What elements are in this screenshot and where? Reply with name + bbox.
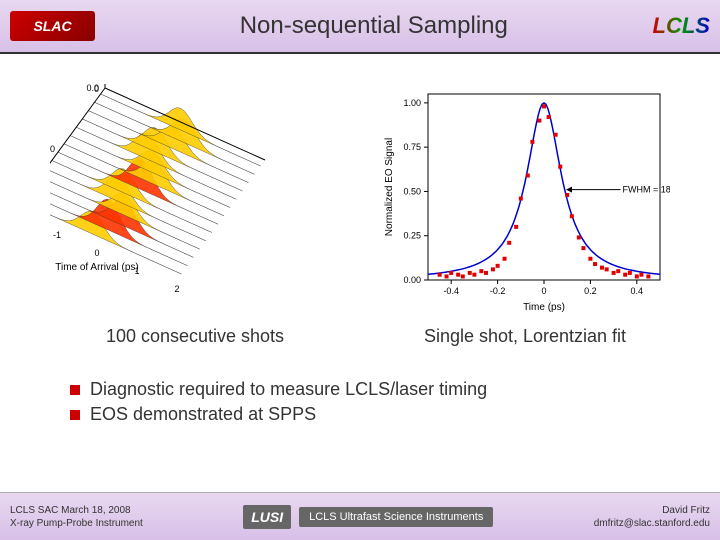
bullet-icon xyxy=(70,385,80,395)
lcls-logo: LCLS xyxy=(653,13,710,39)
svg-text:0: 0 xyxy=(541,286,546,296)
footer-author: David Fritz xyxy=(594,504,710,517)
svg-text:0.75: 0.75 xyxy=(403,142,421,152)
figures-row: 1.00.50.0100500-2-1012EO SignalShotTime … xyxy=(0,54,720,357)
header-bar: SLAC Non-sequential Sampling LCLS xyxy=(0,0,720,54)
footer-meeting: LCLS SAC March 18, 2008 xyxy=(10,504,143,517)
bullet-list: Diagnostic required to measure LCLS/lase… xyxy=(0,357,720,447)
bullet-text: Diagnostic required to measure LCLS/lase… xyxy=(90,379,487,400)
svg-text:0: 0 xyxy=(94,248,99,258)
svg-text:1.00: 1.00 xyxy=(403,98,421,108)
caption-left: 100 consecutive shots xyxy=(106,326,284,347)
svg-text:0.25: 0.25 xyxy=(403,231,421,241)
lusi-logo: LUSI xyxy=(243,505,291,529)
footer-right: David Fritz dmfritz@slac.stanford.edu xyxy=(594,504,710,530)
figure-left: 1.00.50.0100500-2-1012EO SignalShotTime … xyxy=(50,84,340,347)
footer-left: LCLS SAC March 18, 2008 X-ray Pump-Probe… xyxy=(10,504,143,530)
footer-instrument: X-ray Pump-Probe Instrument xyxy=(10,517,143,530)
svg-text:FWHM = 182 fs: FWHM = 182 fs xyxy=(623,185,670,195)
footer-email: dmfritz@slac.stanford.edu xyxy=(594,517,710,530)
slac-logo: SLAC xyxy=(10,11,95,41)
svg-text:50: 50 xyxy=(50,144,55,154)
bullet-item: EOS demonstrated at SPPS xyxy=(70,402,650,427)
svg-text:Time (ps): Time (ps) xyxy=(523,302,565,313)
plot-3d-waterfall: 1.00.50.0100500-2-1012EO SignalShotTime … xyxy=(50,84,340,314)
svg-text:0.00: 0.00 xyxy=(403,275,421,285)
caption-right: Single shot, Lorentzian fit xyxy=(424,326,626,347)
lusi-text: LCLS Ultrafast Science Instruments xyxy=(299,507,493,527)
svg-text:0.4: 0.4 xyxy=(631,286,644,296)
bullet-icon xyxy=(70,410,80,420)
svg-text:0.50: 0.50 xyxy=(403,186,421,196)
svg-text:0: 0 xyxy=(94,84,99,94)
svg-text:-0.2: -0.2 xyxy=(490,286,506,296)
plot-lorentzian: -0.4 -0.2 0 0.2 0.4 0.00 0.25 0.50 0.75 1.00 Time … xyxy=(380,84,670,314)
svg-text:Time of Arrival (ps): Time of Arrival (ps) xyxy=(55,262,139,273)
slide-title: Non-sequential Sampling xyxy=(240,12,508,40)
svg-text:2: 2 xyxy=(174,284,179,294)
footer-center: LUSI LCLS Ultrafast Science Instruments xyxy=(243,505,493,529)
svg-text:0.2: 0.2 xyxy=(584,286,597,296)
svg-text:-0.4: -0.4 xyxy=(443,286,459,296)
svg-text:-1: -1 xyxy=(53,230,61,240)
svg-text:Normalized EO Signal: Normalized EO Signal xyxy=(384,138,395,236)
bullet-item: Diagnostic required to measure LCLS/lase… xyxy=(70,377,650,402)
figure-right: -0.4 -0.2 0 0.2 0.4 0.00 0.25 0.50 0.75 1.00 Time … xyxy=(380,84,670,347)
footer-bar: LCLS SAC March 18, 2008 X-ray Pump-Probe… xyxy=(0,492,720,540)
bullet-text: EOS demonstrated at SPPS xyxy=(90,404,316,425)
